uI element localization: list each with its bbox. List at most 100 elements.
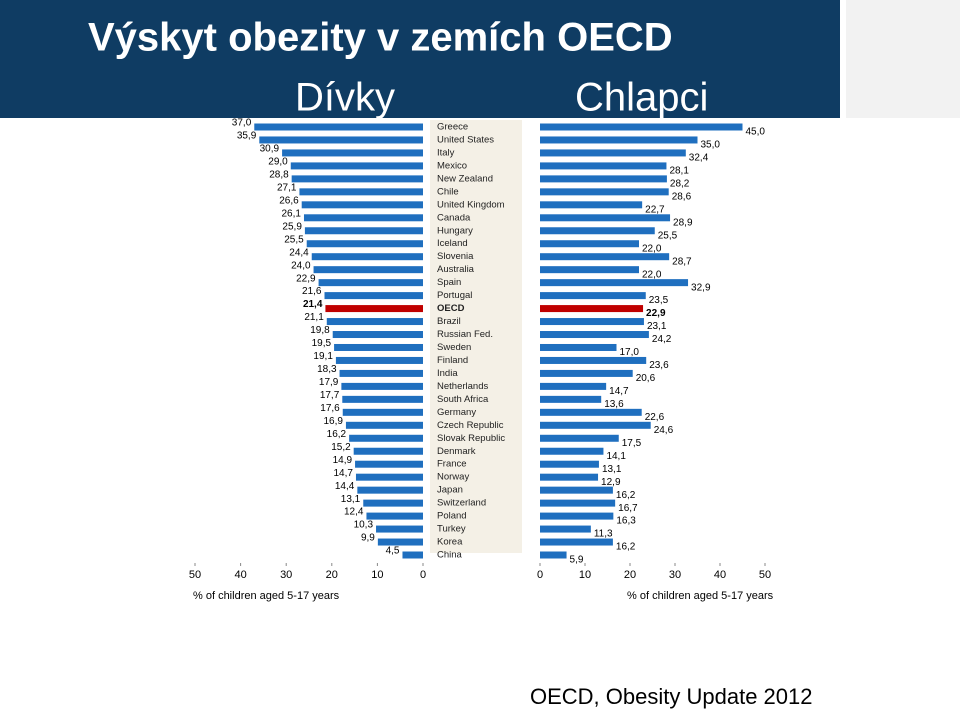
bar — [540, 292, 646, 300]
category-label: Russian Fed. — [437, 329, 493, 340]
value-label: 16,9 — [323, 416, 343, 427]
bar — [540, 473, 599, 481]
value-label: 28,8 — [269, 170, 289, 181]
x-axis-label: % of children aged 5-17 years — [627, 590, 774, 602]
value-label: 17,0 — [620, 347, 640, 358]
category-label: Germany — [437, 407, 476, 418]
value-label: 19,5 — [312, 338, 332, 349]
x-tick-label: 30 — [669, 569, 681, 581]
value-label: 21,1 — [304, 312, 324, 323]
bar — [540, 253, 670, 261]
bar — [540, 201, 643, 209]
category-label: India — [437, 368, 458, 379]
bar — [540, 136, 698, 144]
bar — [540, 343, 617, 351]
bar — [290, 162, 423, 170]
value-label: 17,7 — [320, 390, 340, 401]
bar — [311, 253, 423, 261]
value-label: 21,6 — [302, 286, 322, 297]
value-label: 14,4 — [335, 481, 355, 492]
bar — [540, 538, 613, 546]
bar — [540, 227, 655, 235]
bar — [540, 214, 671, 222]
value-label: 28,6 — [672, 191, 692, 202]
bar — [357, 486, 423, 494]
category-label: New Zealand — [437, 173, 493, 184]
bar — [332, 331, 423, 339]
category-label: Czech Republic — [437, 420, 504, 431]
value-label: 35,9 — [237, 131, 257, 142]
value-label: 24,0 — [291, 260, 311, 271]
bar — [377, 538, 423, 546]
x-tick-label: 10 — [579, 569, 591, 581]
value-label: 26,6 — [279, 195, 299, 206]
value-label: 19,8 — [310, 325, 330, 336]
x-tick-label: 30 — [280, 569, 292, 581]
value-label: 5,9 — [570, 555, 584, 566]
bar — [304, 227, 423, 235]
value-label: 25,5 — [658, 230, 678, 241]
bar — [540, 356, 647, 364]
value-label: 45,0 — [746, 127, 766, 138]
category-label: Denmark — [437, 446, 476, 457]
bar — [349, 434, 423, 442]
bar — [363, 499, 423, 507]
category-label: Slovak Republic — [437, 433, 505, 444]
category-label: Korea — [437, 537, 463, 548]
value-label: 35,0 — [701, 140, 721, 151]
bar — [540, 266, 639, 274]
category-label: Brazil — [437, 316, 461, 327]
bar — [254, 123, 423, 131]
value-label: 22,7 — [645, 204, 665, 215]
category-label: Mexico — [437, 160, 467, 171]
corner-box — [846, 0, 960, 118]
category-label: Hungary — [437, 225, 473, 236]
value-label: 21,4 — [303, 299, 323, 310]
series-header: Chlapci — [575, 76, 708, 120]
bar — [540, 447, 604, 455]
series-header: Dívky — [295, 76, 395, 120]
x-tick-label: 40 — [234, 569, 246, 581]
value-label: 20,6 — [636, 373, 656, 384]
value-label: 22,9 — [296, 273, 316, 284]
value-label: 28,2 — [670, 179, 690, 190]
bar — [299, 188, 423, 196]
value-label: 14,7 — [333, 468, 353, 479]
value-label: 4,5 — [386, 546, 400, 557]
bar — [353, 447, 423, 455]
value-label: 23,6 — [649, 360, 669, 371]
bar — [540, 395, 602, 403]
bar — [540, 162, 667, 170]
bar — [540, 525, 591, 533]
value-label: 16,2 — [327, 429, 347, 440]
category-label: Finland — [437, 355, 468, 366]
bar — [324, 292, 423, 300]
bar — [355, 460, 423, 468]
value-label: 12,4 — [344, 507, 364, 518]
value-label: 23,1 — [647, 321, 667, 332]
value-label: 24,4 — [289, 247, 309, 258]
category-label: South Africa — [437, 394, 489, 405]
bar — [282, 149, 423, 157]
value-label: 16,3 — [616, 516, 636, 527]
bar — [355, 473, 423, 481]
bar — [325, 305, 423, 313]
x-tick-label: 0 — [420, 569, 426, 581]
value-label: 22,9 — [646, 308, 666, 319]
category-label: United Kingdom — [437, 199, 505, 210]
value-label: 13,1 — [602, 464, 622, 475]
value-label: 14,7 — [609, 386, 629, 397]
bar — [540, 149, 686, 157]
bar — [540, 551, 567, 559]
value-label: 37,0 — [232, 118, 252, 129]
bar — [540, 305, 644, 313]
bar — [540, 331, 649, 339]
bar — [540, 512, 614, 520]
value-label: 29,0 — [268, 157, 288, 168]
category-label: Iceland — [437, 238, 468, 249]
value-label: 10,3 — [354, 520, 374, 531]
bar — [345, 421, 423, 429]
x-tick-label: 40 — [714, 569, 726, 581]
bar — [540, 188, 669, 196]
x-tick-label: 10 — [371, 569, 383, 581]
